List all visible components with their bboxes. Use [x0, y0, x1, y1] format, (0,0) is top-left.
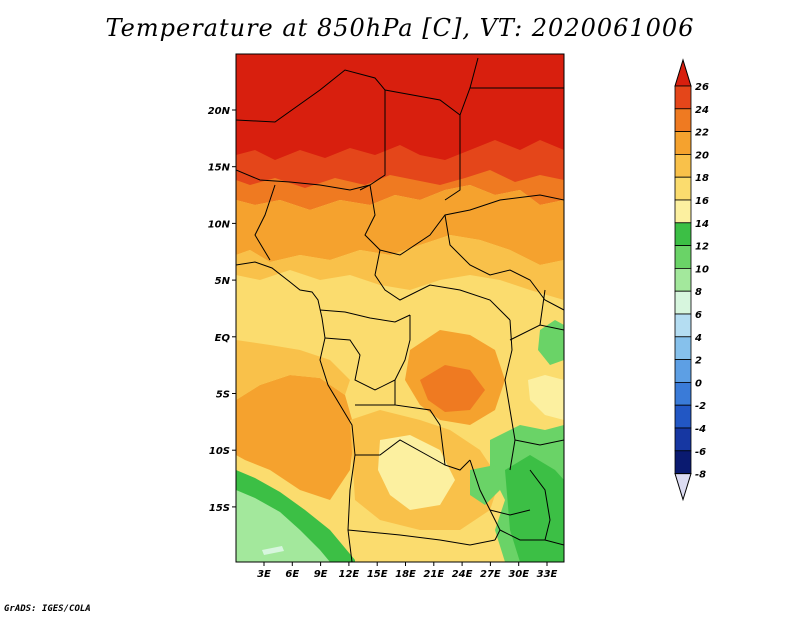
colorbar-box — [674, 336, 692, 360]
colorbar-label: 24 — [695, 105, 709, 116]
colorbar-label: 8 — [695, 287, 702, 298]
colorbar-label: 20 — [695, 150, 709, 161]
colorbar-box — [674, 427, 692, 452]
colorbar-box — [674, 404, 692, 429]
colorbar-label: 4 — [694, 333, 702, 344]
lon-tick-label: 21E — [423, 569, 444, 580]
colorbar-box — [674, 153, 692, 178]
colorbar-box — [674, 381, 692, 406]
colorbar-box — [674, 131, 692, 155]
lon-tick-label: 6E — [285, 569, 299, 580]
colorbar-label: 16 — [695, 196, 709, 207]
lat-tick-label: 15S — [209, 503, 230, 514]
credit-text: GrADS: IGES/COLA — [4, 604, 91, 614]
colorbar-box — [674, 222, 692, 247]
lat-tick-label: 5S — [216, 390, 230, 401]
colorbar-label: -2 — [695, 401, 706, 412]
temperature-field — [236, 54, 564, 562]
longitude-axis: 3E 6E 9E 12E 15E 18E 21E 24E 27E 30E 33E — [257, 562, 558, 580]
lat-tick-label: EQ — [215, 333, 231, 344]
colorbar-box — [674, 313, 692, 338]
lon-tick-label: 27E — [480, 569, 501, 580]
colorbar-box — [674, 267, 692, 292]
map-frame — [235, 53, 565, 563]
colorbar-label: 26 — [695, 82, 709, 93]
lon-tick-label: 9E — [314, 569, 328, 580]
colorbar-box — [674, 450, 692, 474]
lon-tick-label: 24E — [452, 569, 473, 580]
colorbar-label: 22 — [695, 128, 709, 139]
colorbar-box — [674, 245, 692, 269]
lat-tick-label: 10S — [209, 446, 230, 457]
colorbar-label: 14 — [695, 219, 709, 230]
colorbar-box — [674, 176, 692, 201]
colorbar-box — [674, 359, 692, 383]
colorbar-top-arrow — [674, 58, 692, 87]
colorbar-bottom-arrow — [674, 473, 692, 502]
colorbar-box — [674, 290, 692, 315]
lon-tick-label: 12E — [339, 569, 360, 580]
colorbar-box — [674, 199, 692, 224]
colorbar-label: 18 — [695, 173, 709, 184]
colorbar-box — [674, 108, 692, 133]
colorbar-label: 10 — [695, 264, 709, 275]
lon-tick-label: 15E — [367, 569, 388, 580]
colorbar-label: -8 — [695, 470, 706, 481]
latitude-axis: 20N 15N 10N 5N EQ 5S 10S 15S — [208, 106, 236, 514]
colorbar-label: 2 — [695, 356, 702, 367]
colorbar-box — [674, 85, 692, 110]
colorbar-label: -4 — [695, 424, 706, 435]
colorbar-label: 12 — [695, 242, 709, 253]
lon-tick-label: 33E — [537, 569, 558, 580]
lat-tick-label: 10N — [208, 219, 231, 230]
chart-title: Temperature at 850hPa [C], VT: 202006100… — [105, 14, 695, 42]
colorbar-label: 6 — [695, 310, 702, 321]
country-borders — [236, 57, 564, 562]
colorbar-label: -6 — [695, 447, 706, 458]
lon-tick-label: 3E — [257, 569, 271, 580]
lon-tick-label: 18E — [395, 569, 416, 580]
lon-tick-label: 30E — [508, 569, 529, 580]
lat-tick-label: 5N — [215, 276, 231, 287]
colorbar-label: 0 — [695, 378, 702, 389]
lat-tick-label: 20N — [208, 106, 231, 117]
lat-tick-label: 15N — [208, 163, 231, 174]
